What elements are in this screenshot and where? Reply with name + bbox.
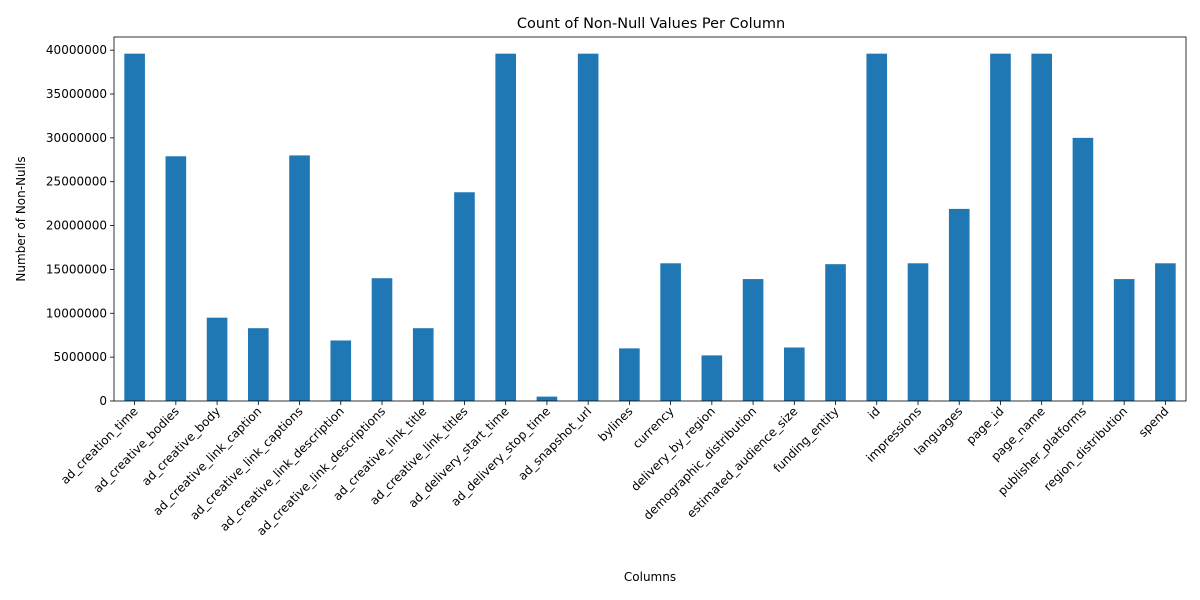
- bar-ad_creative_link_titles: [454, 192, 475, 401]
- y-tick-label: 30000000: [46, 131, 107, 145]
- plot-frame: [113, 36, 1187, 402]
- y-tick-label: 15000000: [46, 262, 107, 276]
- y-tick-label: 35000000: [46, 87, 107, 101]
- bar-estimated_audience_size: [784, 347, 805, 401]
- bar-demographic_distribution: [742, 279, 764, 401]
- bar-ad_creative_link_descriptions: [371, 278, 393, 401]
- y-tick-label: 25000000: [46, 175, 107, 189]
- y-tick-label: 10000000: [46, 306, 107, 320]
- bar-delivery_by_region: [701, 355, 723, 401]
- bar-ad_creative_link_title: [412, 328, 434, 401]
- bar-ad_delivery_start_time: [495, 53, 516, 401]
- bar-publisher_platforms: [1072, 137, 1094, 401]
- y-tick-label: 40000000: [46, 43, 107, 57]
- y-axis-title: Number of Non-Nulls: [14, 156, 28, 281]
- bar-page_id: [990, 53, 1011, 401]
- bar-languages: [948, 208, 970, 401]
- y-tick-label: 0: [99, 394, 107, 408]
- bar-ad_creative_link_captions: [289, 155, 310, 401]
- bar-ad_creative_body: [206, 317, 228, 401]
- bar-ad_creative_bodies: [165, 156, 187, 401]
- bar-currency: [660, 263, 681, 401]
- bar-ad_creative_link_caption: [248, 328, 269, 401]
- bar-ad_creative_link_description: [330, 340, 352, 401]
- y-axis-ticks: 0 5000000 10000000 15000000 20000000 25000000…: [46, 43, 114, 408]
- bars-group: [124, 53, 1176, 401]
- bar-bylines: [619, 348, 640, 401]
- bar-ad_delivery_stop_time: [536, 396, 558, 401]
- bar-id: [866, 53, 888, 401]
- bar-region_distribution: [1113, 279, 1135, 401]
- y-tick-label: 20000000: [46, 219, 107, 233]
- bar-ad_creation_time: [124, 53, 145, 401]
- bar-impressions: [907, 263, 929, 401]
- bar-ad_snapshot_url: [577, 53, 599, 401]
- y-tick-label: 5000000: [54, 350, 107, 364]
- bar-funding_entity: [825, 264, 846, 401]
- bar-spend: [1155, 263, 1176, 401]
- chart-title: Count of Non-Null Values Per Column: [517, 16, 785, 32]
- bar-page_name: [1031, 53, 1052, 401]
- x-axis-title: Columns: [624, 570, 676, 584]
